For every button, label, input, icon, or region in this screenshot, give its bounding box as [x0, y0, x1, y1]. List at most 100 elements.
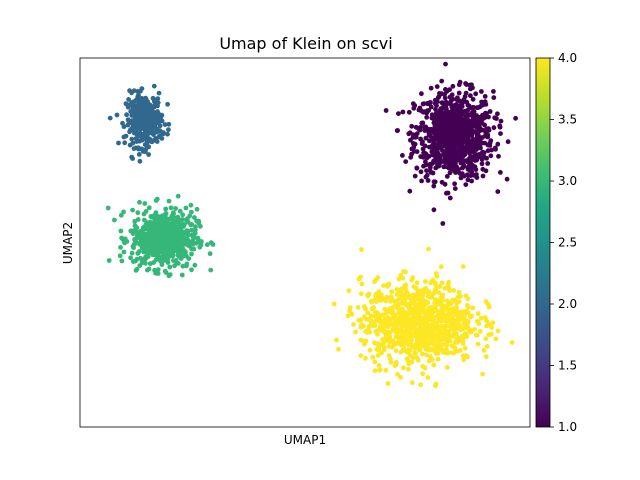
scatter-point-cluster-1 — [426, 130, 432, 135]
scatter-point-cluster-1 — [407, 130, 413, 136]
scatter-point-cluster-4 — [398, 374, 403, 380]
scatter-point-cluster-1 — [460, 134, 466, 140]
scatter-point-cluster-1 — [455, 97, 461, 103]
scatter-point-cluster-4 — [463, 293, 469, 299]
scatter-point-cluster-4 — [369, 306, 375, 312]
scatter-point-cluster-1 — [419, 178, 424, 184]
scatter-point-cluster-1 — [459, 104, 465, 109]
scatter-point-cluster-1 — [408, 137, 413, 143]
scatter-point-cluster-4 — [461, 320, 467, 326]
scatter-point-cluster-2 — [129, 136, 135, 142]
scatter-point-cluster-2 — [132, 130, 137, 136]
scatter-point-cluster-1 — [460, 165, 465, 171]
scatter-point-cluster-1 — [473, 152, 479, 157]
scatter-point-cluster-1 — [408, 154, 414, 160]
scatter-point-cluster-4 — [454, 331, 459, 337]
scatter-point-cluster-4 — [409, 277, 415, 283]
scatter-point-cluster-1 — [448, 109, 454, 115]
scatter-point-cluster-4 — [405, 310, 410, 316]
scatter-point-cluster-4 — [453, 325, 458, 330]
scatter-point-cluster-1 — [479, 89, 484, 94]
scatter-point-cluster-1 — [455, 153, 461, 159]
scatter-point-cluster-1 — [465, 102, 471, 108]
scatter-point-cluster-3 — [177, 208, 183, 214]
scatter-point-cluster-4 — [452, 297, 458, 303]
scatter-point-cluster-4 — [434, 320, 440, 326]
scatter-point-cluster-1 — [428, 144, 434, 150]
scatter-point-cluster-3 — [190, 238, 196, 244]
y-axis-label: UMAP2 — [61, 222, 75, 264]
scatter-point-cluster-2 — [126, 97, 131, 102]
scatter-point-cluster-4 — [444, 350, 450, 356]
scatter-point-cluster-3 — [112, 217, 117, 223]
scatter-point-cluster-4 — [430, 291, 436, 297]
scatter-point-cluster-1 — [439, 78, 445, 84]
scatter-point-cluster-3 — [208, 267, 214, 273]
scatter-point-cluster-4 — [436, 344, 442, 350]
scatter-point-cluster-1 — [410, 141, 416, 146]
scatter-point-cluster-4 — [385, 329, 391, 335]
scatter-point-cluster-4 — [393, 334, 399, 340]
colorbar-tick-label: 1.5 — [558, 359, 577, 373]
scatter-point-cluster-1 — [480, 166, 486, 172]
scatter-point-cluster-4 — [398, 317, 403, 322]
scatter-point-cluster-3 — [121, 209, 126, 215]
scatter-point-cluster-3 — [188, 202, 194, 208]
scatter-point-cluster-1 — [468, 86, 473, 92]
scatter-point-cluster-1 — [489, 147, 494, 153]
scatter-point-cluster-3 — [135, 251, 141, 256]
scatter-point-cluster-4 — [495, 328, 501, 334]
scatter-point-cluster-3 — [131, 241, 137, 247]
scatter-point-cluster-2 — [162, 122, 168, 127]
scatter-point-cluster-4 — [438, 264, 444, 270]
scatter-point-cluster-4 — [422, 311, 428, 316]
scatter-point-cluster-1 — [446, 115, 452, 121]
scatter-point-cluster-3 — [145, 267, 150, 273]
scatter-point-cluster-3 — [158, 258, 164, 264]
scatter-point-cluster-1 — [463, 149, 469, 155]
scatter-point-cluster-4 — [408, 295, 414, 300]
chart-title: Umap of Klein on scvi — [219, 34, 392, 53]
scatter-point-cluster-3 — [163, 211, 169, 217]
scatter-point-cluster-4 — [489, 325, 494, 330]
scatter-point-cluster-1 — [464, 82, 469, 87]
scatter-point-cluster-1 — [420, 101, 426, 107]
scatter-point-cluster-4 — [393, 348, 399, 354]
scatter-point-cluster-4 — [377, 367, 382, 373]
scatter-point-cluster-2 — [141, 136, 147, 142]
scatter-point-cluster-2 — [160, 131, 166, 137]
scatter-point-cluster-1 — [459, 171, 465, 177]
scatter-point-cluster-3 — [180, 263, 186, 269]
scatter-point-cluster-1 — [482, 94, 488, 99]
scatter-point-cluster-2 — [148, 127, 154, 133]
scatter-point-cluster-3 — [175, 193, 181, 199]
scatter-point-cluster-1 — [458, 108, 463, 113]
scatter-point-cluster-2 — [165, 101, 171, 107]
scatter-point-cluster-4 — [433, 383, 438, 389]
scatter-point-cluster-4 — [359, 247, 364, 252]
scatter-point-cluster-4 — [378, 298, 384, 303]
scatter-point-cluster-3 — [166, 198, 172, 204]
scatter-point-cluster-1 — [441, 129, 447, 135]
scatter-point-cluster-4 — [463, 353, 469, 358]
scatter-point-cluster-1 — [420, 139, 425, 145]
scatter-point-cluster-1 — [467, 128, 473, 134]
scatter-point-cluster-4 — [394, 292, 400, 297]
scatter-point-cluster-4 — [388, 296, 394, 302]
scatter-point-cluster-1 — [418, 154, 424, 160]
scatter-point-cluster-1 — [495, 141, 501, 147]
scatter-point-cluster-2 — [151, 83, 157, 89]
scatter-point-cluster-4 — [437, 284, 443, 289]
scatter-point-cluster-1 — [456, 116, 461, 122]
scatter-point-cluster-3 — [121, 249, 127, 255]
colorbar-tick-label: 4.0 — [558, 51, 577, 65]
scatter-point-cluster-1 — [474, 145, 479, 151]
scatter-point-cluster-1 — [498, 131, 503, 137]
scatter-point-cluster-3 — [174, 226, 180, 232]
scatter-point-cluster-4 — [346, 288, 352, 294]
scatter-point-cluster-1 — [423, 174, 429, 180]
scatter-point-cluster-4 — [414, 317, 420, 323]
colorbar-ticks: 1.0 1.5 2.0 2.5 3.0 3.5 4.0 — [550, 51, 577, 434]
scatter-point-cluster-1 — [413, 134, 419, 140]
